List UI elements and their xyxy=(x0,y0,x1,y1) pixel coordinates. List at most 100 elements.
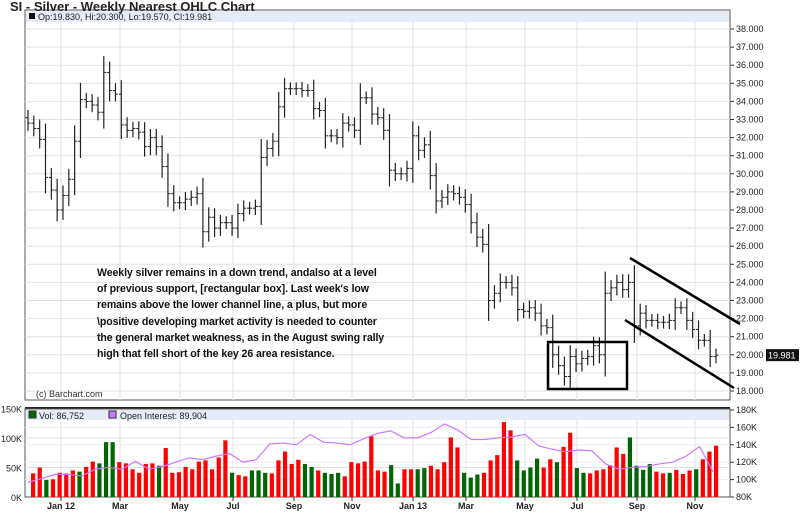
volume-bar xyxy=(183,466,188,497)
oi-tick-label: 180K xyxy=(736,405,757,415)
price-tick-label: 32.000 xyxy=(736,133,764,143)
oi-tick-label: 100K xyxy=(736,475,757,485)
volume-tick-label: 100K xyxy=(1,434,22,444)
ohlc-bar xyxy=(363,91,369,105)
ohlc-bar xyxy=(276,91,282,157)
volume-bar xyxy=(210,469,215,497)
volume-bar xyxy=(528,467,533,497)
volume-bar xyxy=(680,473,686,497)
ohlc-bar xyxy=(153,129,159,156)
volume-bar xyxy=(481,472,487,497)
price-tick-label: 23.000 xyxy=(736,296,764,306)
price-tick-label: 29.000 xyxy=(736,187,764,197)
volume-bar xyxy=(170,472,175,497)
ohlc-bar xyxy=(573,348,579,372)
volume-bar xyxy=(448,437,453,497)
x-tick-label: Jul xyxy=(226,501,239,511)
volume-bar xyxy=(203,460,208,497)
ohlc-bar xyxy=(305,84,311,97)
oi-legend-icon xyxy=(108,410,117,419)
ohlc-bar xyxy=(200,177,206,248)
volume-bar xyxy=(508,430,513,497)
ohlc-bar xyxy=(147,129,153,156)
volume-bar xyxy=(176,472,182,497)
volume-bar xyxy=(428,465,434,497)
lower-channel-line xyxy=(624,318,735,390)
ohlc-bar xyxy=(678,301,684,315)
volume-bar xyxy=(223,440,228,497)
volume-bar xyxy=(336,472,341,497)
volume-bar xyxy=(329,473,334,497)
ohlc-bar xyxy=(182,191,188,210)
ohlc-bar xyxy=(521,302,527,319)
volume-bar xyxy=(44,479,49,497)
ohlc-bar xyxy=(561,356,567,386)
ohlc-bar xyxy=(381,108,387,140)
ohlc-bar xyxy=(666,313,672,330)
volume-bar xyxy=(296,459,301,497)
oi-tick-label: 80K xyxy=(736,492,752,502)
ohlc-bar xyxy=(503,276,509,289)
ohlc-bar xyxy=(241,200,247,222)
x-tick-label: Jan 12 xyxy=(47,501,75,511)
volume-bar xyxy=(389,465,394,497)
volume-bar xyxy=(249,470,255,497)
ohlc-bar xyxy=(608,280,614,301)
volume-bar xyxy=(269,473,274,497)
volume-bar xyxy=(355,463,361,497)
volume-bar xyxy=(103,442,109,497)
volume-bar xyxy=(163,448,168,497)
ohlc-bar xyxy=(602,271,608,377)
ohlc-bar xyxy=(456,186,462,205)
ohlc-bar xyxy=(252,199,258,215)
volume-bar xyxy=(123,463,129,497)
volume-bar xyxy=(84,466,89,497)
volume-bar xyxy=(322,472,327,497)
ohlc-bar xyxy=(445,184,451,206)
ohlc-bar xyxy=(468,193,474,234)
volume-legend-bar xyxy=(26,410,729,420)
ohlc-bar xyxy=(684,298,690,330)
ohlc-bar xyxy=(188,190,194,206)
ohlc-bar xyxy=(235,203,241,239)
ohlc-bar xyxy=(439,190,445,209)
price-tick-label: 22.000 xyxy=(736,314,764,324)
volume-bar xyxy=(422,468,427,497)
volume-legend-icon xyxy=(28,410,37,419)
volume-bar xyxy=(534,458,540,497)
last-price-label: 19.981 xyxy=(768,351,796,361)
volume-bar xyxy=(707,451,712,497)
price-tick-label: 27.000 xyxy=(736,223,764,233)
annotation-line: of previous support, [rectangular box]. … xyxy=(97,283,369,296)
annotation-text: Weekly silver remains in a down trend, a… xyxy=(97,265,384,362)
ohlc-bar xyxy=(293,82,299,96)
readout-square-icon xyxy=(29,13,35,19)
volume-bar xyxy=(395,483,400,497)
price-tick-label: 19.000 xyxy=(736,368,764,378)
ohlc-bar xyxy=(171,185,177,212)
open-interest-line xyxy=(27,423,714,483)
volume-bar xyxy=(581,472,586,497)
volume-bar xyxy=(415,469,420,497)
volume-tick-label: 150K xyxy=(1,405,22,415)
ohlc-bar xyxy=(322,97,328,149)
volume-bar xyxy=(495,455,500,497)
volume-bar xyxy=(50,479,56,497)
ohlc-bar xyxy=(696,320,702,350)
volume-bar xyxy=(621,453,626,497)
ohlc-bar xyxy=(194,186,200,205)
ohlc-bar xyxy=(357,83,363,145)
ohlc-bar xyxy=(375,106,381,125)
readout-bar xyxy=(26,11,729,22)
price-tick-label: 36.000 xyxy=(736,60,764,70)
ohlc-bar xyxy=(404,160,410,182)
x-tick-label: Sep xyxy=(629,501,646,511)
ohlc-bar xyxy=(107,61,113,102)
volume-bar xyxy=(515,460,520,497)
oi-tick-label: 140K xyxy=(736,440,757,450)
ohlc-readout: Op:19.830, Hi:20.300, Lo:19.570, Cl:19.9… xyxy=(38,12,212,22)
x-tick-label: Jul xyxy=(570,501,583,511)
ohlc-bar xyxy=(25,109,31,131)
price-tick-label: 25.000 xyxy=(736,259,764,269)
last-price-box xyxy=(766,349,799,362)
